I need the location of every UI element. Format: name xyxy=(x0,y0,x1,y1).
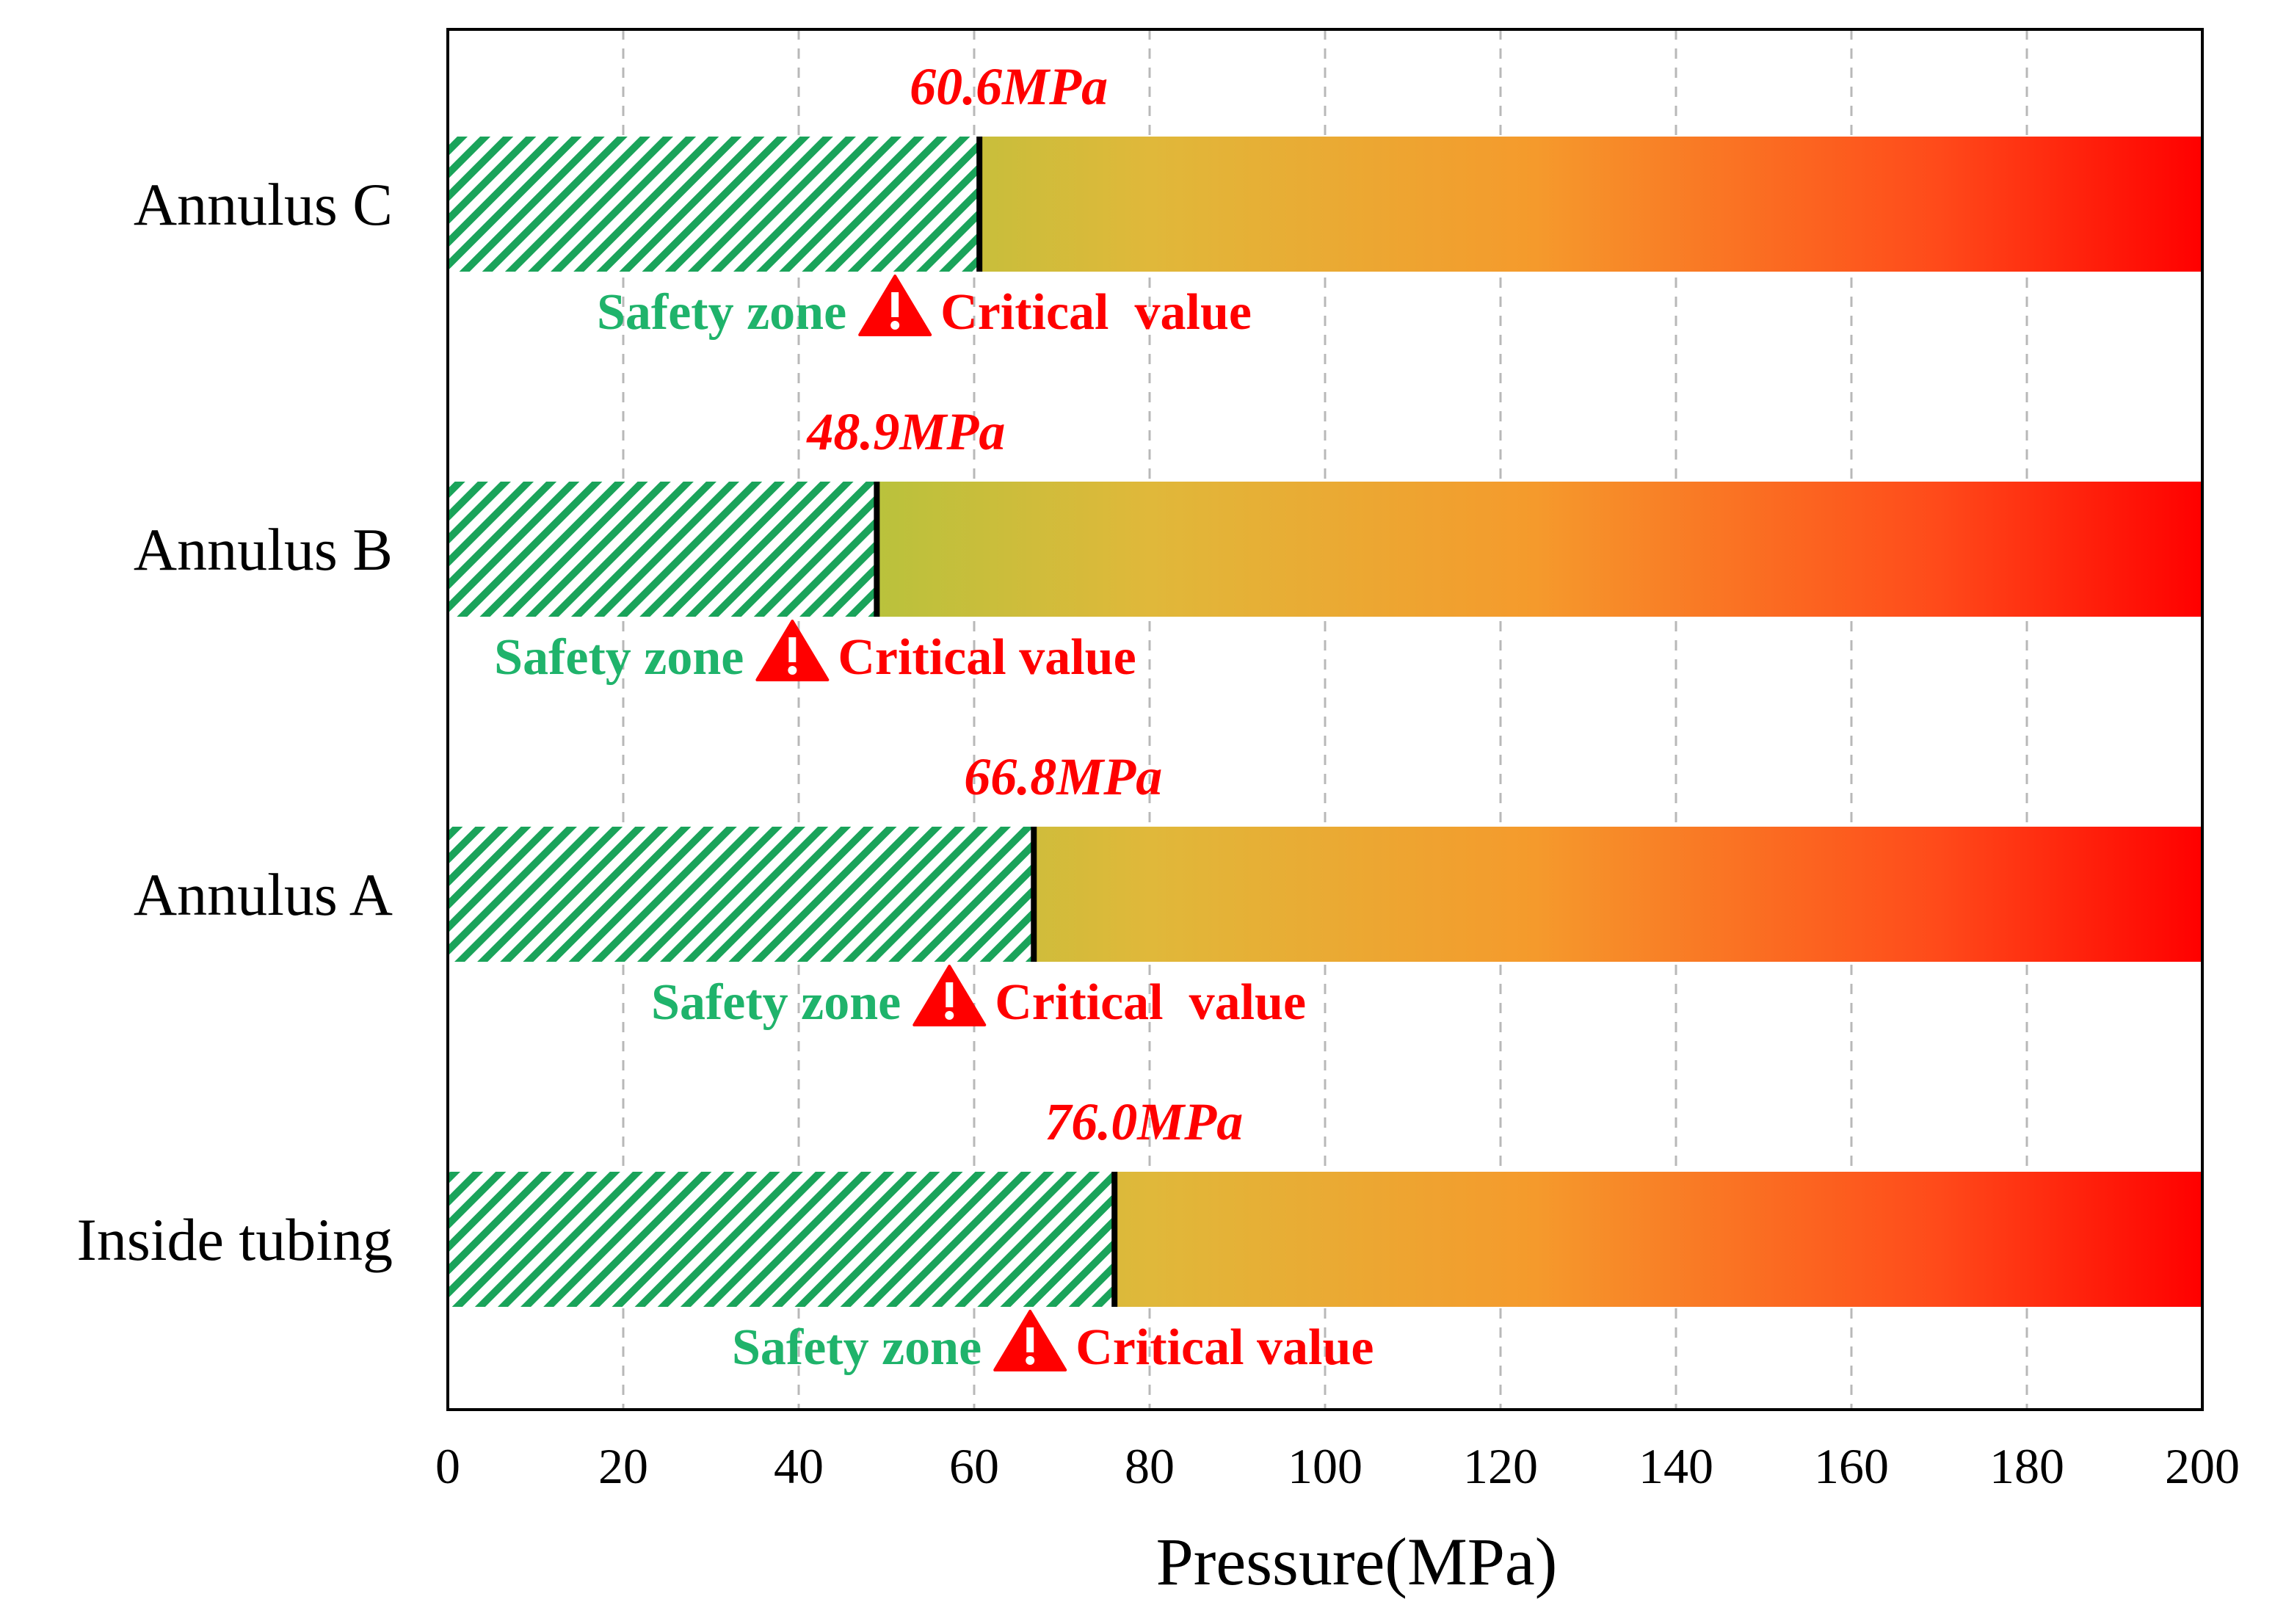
critical-value-label-annulus-a: Critical value xyxy=(995,974,1306,1031)
x-tick-label-160: 160 xyxy=(1814,1438,1889,1494)
plot-frame xyxy=(446,28,2204,1411)
warning-dot-annulus-a xyxy=(945,1011,954,1020)
safety-hatch-bar-annulus-c xyxy=(448,137,980,272)
x-tick-label-20: 20 xyxy=(598,1438,648,1494)
x-tick-label-40: 40 xyxy=(774,1438,824,1494)
safety-zone-label-annulus-b: Safety zone xyxy=(494,629,744,686)
x-tick-label-180: 180 xyxy=(1989,1438,2064,1494)
value-label-inside-tubing: 76.0MPa xyxy=(1045,1092,1243,1151)
warning-dot-inside-tubing xyxy=(1026,1356,1035,1365)
bars xyxy=(448,137,2202,1307)
x-axis-title: Pressure(MPa) xyxy=(1156,1524,1558,1599)
x-axis: 0 20 40 60 80 100 120 140 160 180 200 xyxy=(435,1438,2240,1494)
x-tick-label-80: 80 xyxy=(1125,1438,1175,1494)
x-tick-label-200: 200 xyxy=(2165,1438,2240,1494)
critical-value-label-inside-tubing: Critical value xyxy=(1075,1319,1374,1376)
safety-zone-label-annulus-c: Safety zone xyxy=(597,284,846,341)
x-tick-label-120: 120 xyxy=(1463,1438,1538,1494)
category-label-inside-tubing: Inside tubing xyxy=(77,1206,393,1273)
safety-zone-label-annulus-a: Safety zone xyxy=(651,974,901,1031)
safety-zone-label-inside-tubing: Safety zone xyxy=(732,1319,982,1376)
critical-value-label-annulus-b: Critical value xyxy=(838,629,1136,686)
x-tick-label-0: 0 xyxy=(435,1438,460,1494)
warning-dot-annulus-b xyxy=(788,666,797,675)
warning-icon-inside-tubing xyxy=(993,1310,1067,1371)
x-tick-label-60: 60 xyxy=(949,1438,999,1494)
x-tick-label-100: 100 xyxy=(1288,1438,1363,1494)
safety-hatch-bar-annulus-a xyxy=(448,827,1034,962)
warning-icon-annulus-c xyxy=(858,275,932,336)
value-label-annulus-c: 60.6MPa xyxy=(910,57,1108,116)
value-label-annulus-b: 48.9MPa xyxy=(805,402,1005,461)
category-label-annulus-c: Annulus C xyxy=(134,171,393,238)
x-tick-label-140: 140 xyxy=(1639,1438,1713,1494)
warning-bar-annulus-b xyxy=(788,637,797,662)
safety-hatch-bar-inside-tubing xyxy=(448,1172,1115,1307)
safety-hatch-bar-annulus-b xyxy=(448,482,877,617)
warning-icon-annulus-b xyxy=(755,620,830,681)
value-label-annulus-a: 66.8MPa xyxy=(964,747,1162,806)
category-label-annulus-b: Annulus B xyxy=(134,516,393,583)
category-label-annulus-a: Annulus A xyxy=(134,861,393,928)
warning-icon-annulus-a xyxy=(912,965,987,1026)
warning-dot-annulus-c xyxy=(890,321,900,330)
critical-value-label-annulus-c: Critical value xyxy=(940,284,1252,341)
labels: Annulus C 60.6MPa Safety zone Critical valu… xyxy=(77,57,1374,1376)
warning-bar-annulus-c xyxy=(891,292,899,317)
warning-bar-annulus-a xyxy=(946,982,954,1007)
warning-bar-inside-tubing xyxy=(1026,1327,1034,1352)
